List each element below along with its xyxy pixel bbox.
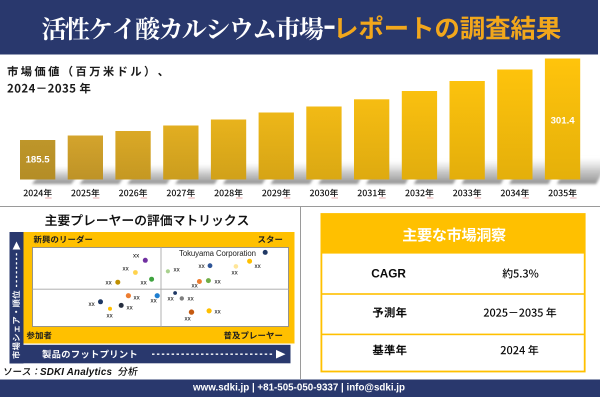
- svg-text:xx: xx: [215, 279, 222, 286]
- svg-text:xx: xx: [141, 280, 148, 287]
- svg-text:www.sdki.jp | +81-505-050-9337: www.sdki.jp | +81-505-050-9337 | info@sd…: [192, 383, 405, 394]
- svg-text:SDKI Analytics: SDKI Analytics: [40, 367, 112, 378]
- svg-text:xx: xx: [151, 298, 158, 305]
- svg-text:xx: xx: [106, 280, 113, 287]
- svg-text:xx: xx: [185, 316, 192, 323]
- svg-text:xx: xx: [168, 296, 175, 303]
- svg-text:xx: xx: [215, 309, 222, 316]
- svg-text:xx: xx: [134, 295, 141, 302]
- svg-text:xx: xx: [255, 263, 262, 270]
- svg-text:xx: xx: [127, 305, 134, 312]
- svg-text:xx: xx: [174, 267, 181, 274]
- svg-text:xx: xx: [123, 266, 130, 273]
- svg-text:185.5: 185.5: [26, 155, 51, 166]
- svg-text:xx: xx: [192, 283, 199, 290]
- svg-text:301.4: 301.4: [551, 116, 576, 127]
- svg-text:xx: xx: [188, 296, 195, 303]
- svg-text:Tokuyama Corporation: Tokuyama Corporation: [179, 249, 256, 258]
- svg-text:CAGR: CAGR: [371, 267, 406, 281]
- svg-text:xx: xx: [199, 263, 206, 270]
- svg-text:xx: xx: [89, 301, 96, 308]
- svg-text:xx: xx: [133, 253, 140, 260]
- svg-text:xx: xx: [232, 270, 239, 277]
- svg-text:xx: xx: [107, 313, 114, 320]
